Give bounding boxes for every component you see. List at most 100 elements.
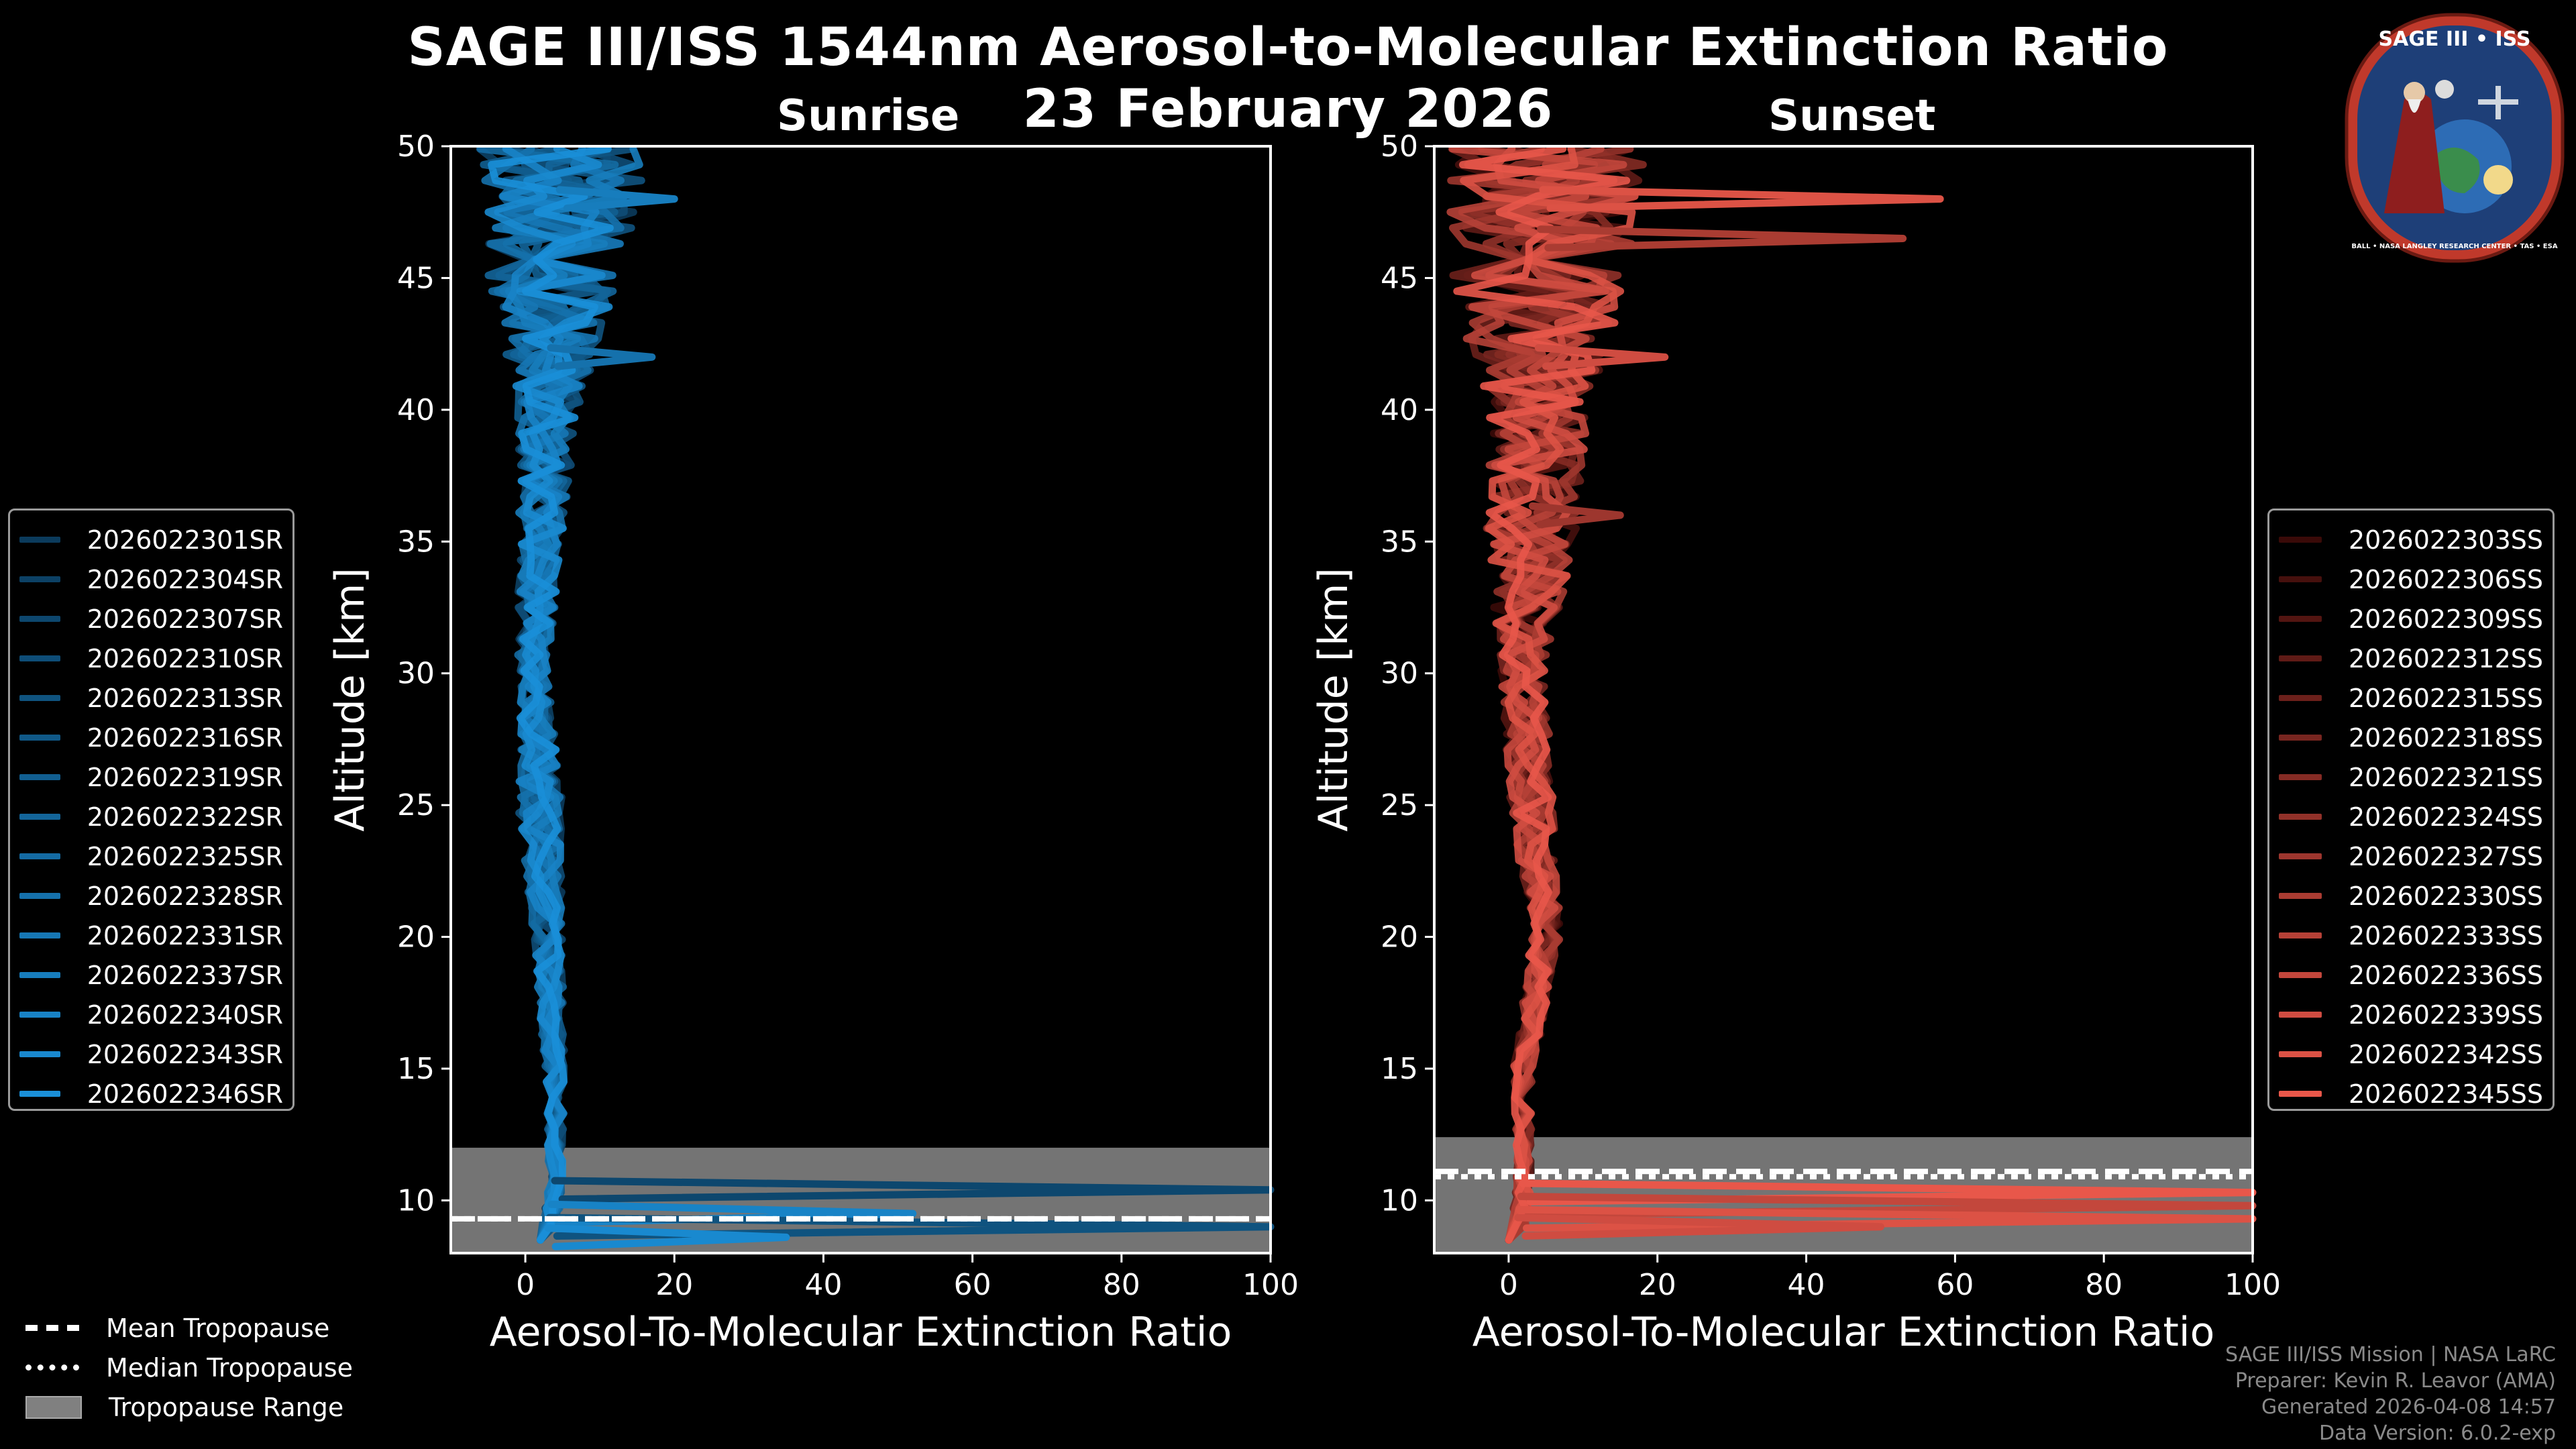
legend-swatch xyxy=(2279,814,2322,820)
x-tick-label: 40 xyxy=(1788,1268,1825,1302)
legend-entry: 2026022336SS xyxy=(2279,955,2543,995)
legend-swatch xyxy=(2279,695,2322,701)
plot-frame xyxy=(449,145,1272,1254)
legend-swatch xyxy=(19,576,60,582)
legend-entry: 2026022301SR xyxy=(19,520,283,559)
y-tick-label: 50 xyxy=(397,129,435,164)
main-title: SAGE III/ISS 1544nm Aerosol-to-Molecular… xyxy=(407,17,2169,78)
median-tropopause-entry: Median Tropopause xyxy=(25,1348,353,1387)
legend-label: 2026022303SS xyxy=(2348,525,2543,555)
x-tick-label: 100 xyxy=(1242,1268,1299,1302)
sage-iii-iss-logo: SAGE III • ISS BALL • NASA LANGLEY RESEA… xyxy=(2345,13,2565,263)
legend-swatch xyxy=(2279,537,2322,543)
profiles xyxy=(1446,145,2257,1244)
legend-entry: 2026022303SS xyxy=(2279,520,2543,559)
legend-entry: 2026022342SS xyxy=(2279,1034,2543,1074)
x-tick-label: 40 xyxy=(804,1268,842,1302)
legend-entry: 2026022337SR xyxy=(19,955,283,995)
legend-swatch xyxy=(2279,972,2322,978)
date-title: 23 February 2026 xyxy=(1022,79,1554,140)
legend-entry: 2026022306SS xyxy=(2279,559,2543,599)
legend-entry: 2026022330SS xyxy=(2279,876,2543,916)
legend-label: 2026022343SR xyxy=(87,1039,283,1069)
y-tick-label: 40 xyxy=(397,393,435,427)
legend-entry: 2026022315SS xyxy=(2279,678,2543,718)
legend-swatch xyxy=(2279,655,2322,661)
y-tick-label: 45 xyxy=(397,261,435,295)
tropopause-legend: Mean Tropopause Median Tropopause Tropop… xyxy=(25,1308,353,1427)
legend-label: 2026022322SR xyxy=(87,802,283,832)
y-tick-label: 20 xyxy=(397,920,435,955)
legend-entry: 2026022339SS xyxy=(2279,995,2543,1034)
profile-spike xyxy=(1534,344,1669,370)
x-tick-label: 0 xyxy=(516,1268,535,1302)
x-tick-label: 20 xyxy=(655,1268,693,1302)
legend-entry: 2026022345SS xyxy=(2279,1074,2543,1114)
x-tick-label: 80 xyxy=(2085,1268,2123,1302)
dashed-line-swatch xyxy=(25,1325,79,1331)
x-axis-label: Aerosol-To-Molecular Extinction Ratio xyxy=(490,1309,1232,1356)
y-tick-label: 10 xyxy=(397,1183,435,1218)
legend-label: 2026022310SR xyxy=(87,643,283,674)
legend-entry: 2026022322SR xyxy=(19,797,283,837)
y-tick-label: 30 xyxy=(1381,657,1418,691)
logo-ring-text: BALL • NASA LANGLEY RESEARCH CENTER • TA… xyxy=(2351,243,2557,250)
sunset-title: Sunset xyxy=(1768,91,1936,141)
legend-entry: 2026022324SS xyxy=(2279,797,2543,837)
legend-entry: 2026022321SS xyxy=(2279,757,2543,797)
legend-entry: 2026022304SR xyxy=(19,559,283,599)
legend-swatch xyxy=(2279,932,2322,938)
sunrise-title: Sunrise xyxy=(777,91,960,141)
legend-label: 2026022318SS xyxy=(2348,722,2543,753)
legend-label: 2026022306SS xyxy=(2348,564,2543,594)
y-tick-label: 15 xyxy=(1381,1052,1418,1086)
legend-label: 2026022342SS xyxy=(2348,1039,2543,1069)
y-tick-label: 35 xyxy=(397,525,435,559)
legend-label: 2026022309SS xyxy=(2348,604,2543,634)
plot-background xyxy=(451,146,1271,1253)
credits: SAGE III/ISS Mission | NASA LaRC Prepare… xyxy=(2225,1342,2556,1446)
legend-entry: 2026022307SR xyxy=(19,599,283,639)
legend-label: 2026022333SS xyxy=(2348,920,2543,951)
profile-spike xyxy=(1537,225,1907,252)
legend-swatch xyxy=(19,537,60,543)
legend-entry: 2026022312SS xyxy=(2279,639,2543,678)
x-tick-label: 60 xyxy=(1936,1268,1974,1302)
legend-swatch xyxy=(2279,735,2322,741)
x-tick-label: 0 xyxy=(1499,1268,1518,1302)
legend-swatch xyxy=(2279,774,2322,780)
legend-entry: 2026022346SR xyxy=(19,1074,283,1114)
legend-swatch xyxy=(19,1012,60,1018)
legend-swatch xyxy=(19,735,60,741)
profile-spike xyxy=(555,186,678,212)
y-tick-label: 15 xyxy=(397,1052,435,1086)
legend-entry: 2026022310SR xyxy=(19,639,283,678)
legend-entry: 2026022328SR xyxy=(19,876,283,916)
x-tick-label: 80 xyxy=(1103,1268,1140,1302)
legend-swatch xyxy=(19,616,60,622)
x-axis-label: Aerosol-To-Molecular Extinction Ratio xyxy=(1472,1309,2215,1356)
legend-label: 2026022324SS xyxy=(2348,802,2543,832)
legend-swatch xyxy=(2279,1091,2322,1097)
legend-label: 2026022337SR xyxy=(87,960,283,990)
tropopause-range-label: Tropopause Range xyxy=(109,1392,344,1422)
legend-label: 2026022336SS xyxy=(2348,960,2543,990)
y-tick-label: 25 xyxy=(1381,788,1418,822)
legend-label: 2026022339SS xyxy=(2348,1000,2543,1030)
legend-swatch xyxy=(2279,1012,2322,1018)
legend-label: 2026022312SS xyxy=(2348,643,2543,674)
profile-line xyxy=(1453,145,1631,1244)
legend-label: 2026022345SS xyxy=(2348,1079,2543,1109)
range-swatch xyxy=(25,1395,82,1419)
sunset-plot: 0 20 40 60 80 100 10 15 20 25 30 35 40 45 50 Aerosol-To… xyxy=(1310,129,2281,1356)
legend-label: 2026022316SR xyxy=(87,722,283,753)
sunset-legend: 2026022303SS 2026022306SS 2026022309SS 2026… xyxy=(2267,508,2555,1111)
y-axis-label: Altitude [km] xyxy=(1310,568,1357,832)
mean-tropopause-label: Mean Tropopause xyxy=(106,1313,330,1343)
sunrise-plot: 0 20 40 60 80 100 10 15 20 25 30 35 40 45 50 Aerosol-To… xyxy=(327,129,1299,1356)
legend-label: 2026022330SS xyxy=(2348,881,2543,911)
legend-label: 2026022307SR xyxy=(87,604,283,634)
legend-swatch xyxy=(2279,576,2322,582)
legend-label: 2026022328SR xyxy=(87,881,283,911)
